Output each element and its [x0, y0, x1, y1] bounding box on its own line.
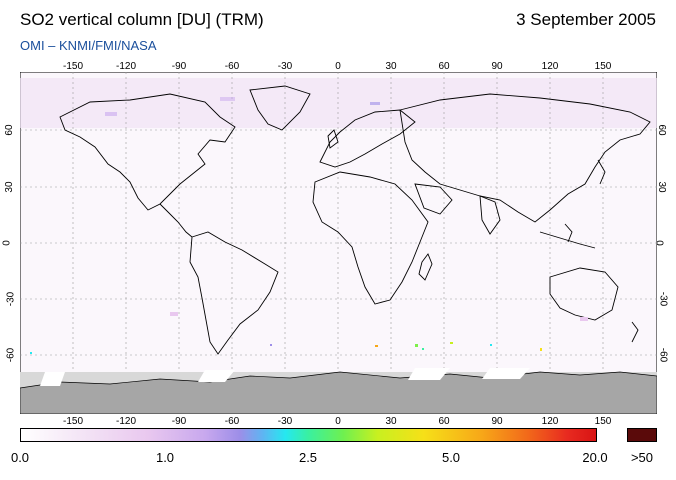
lon-tick-bottom: 120: [541, 416, 559, 427]
lat-tick-left: 0: [1, 240, 13, 246]
lon-tick-top: 30: [385, 61, 397, 72]
lat-tick-right: -60: [657, 347, 669, 363]
lon-tick-bottom: -90: [171, 416, 187, 427]
lon-tick-bottom: 90: [491, 416, 503, 427]
lat-tick-right: 30: [656, 181, 668, 193]
arctic-band: [20, 78, 657, 128]
lon-tick-top: 90: [491, 61, 503, 72]
lon-tick-top: -120: [115, 61, 137, 72]
lon-tick-bottom: -120: [115, 416, 137, 427]
lon-tick-top: 60: [438, 61, 450, 72]
lon-tick-bottom: 60: [438, 416, 450, 427]
lon-tick-top: -150: [62, 61, 84, 72]
graticule: [20, 72, 657, 414]
lat-tick-left: -60: [5, 347, 17, 363]
lon-tick-top: -90: [171, 61, 187, 72]
lon-tick-top: 0: [335, 61, 341, 72]
coastlines: [59, 85, 651, 355]
lon-tick-bottom: 30: [385, 416, 397, 427]
colorbar-overflow-label: >50: [630, 450, 654, 465]
map-title: SO2 vertical column [DU] (TRM): [20, 10, 264, 29]
lon-tick-bottom: -30: [277, 416, 293, 427]
lon-tick-bottom: 0: [335, 416, 341, 427]
lat-tick-left: -30: [5, 291, 17, 307]
lon-tick-top: 150: [594, 61, 612, 72]
lon-tick-bottom: -60: [224, 416, 240, 427]
world-map: [20, 72, 657, 414]
lon-tick-top: -60: [224, 61, 240, 72]
colorbar-label-0: 0.0: [10, 450, 30, 465]
colorbar-label-2: 2.5: [298, 450, 318, 465]
colorbar-label-4: 20.0: [582, 450, 608, 465]
orbit-gaps: [40, 368, 530, 386]
lon-tick-top: -30: [277, 61, 293, 72]
lon-tick-bottom: 150: [594, 416, 612, 427]
lon-tick-bottom: -150: [62, 416, 84, 427]
date-label: 3 September 2005: [516, 10, 656, 29]
lat-tick-left: 60: [4, 124, 16, 136]
colorbar-label-3: 5.0: [441, 450, 461, 465]
lon-tick-top: 120: [541, 61, 559, 72]
colorbar-label-1: 1.0: [155, 450, 175, 465]
lat-tick-right: -30: [657, 291, 669, 307]
so2-specks: [30, 97, 588, 354]
lat-tick-left: 30: [4, 181, 16, 193]
data-source-subtitle: OMI – KNMI/FMI/NASA: [20, 38, 157, 53]
colorbar: [20, 428, 597, 442]
colorbar-overflow-swatch: [627, 428, 657, 442]
lat-tick-right: 60: [656, 124, 668, 136]
